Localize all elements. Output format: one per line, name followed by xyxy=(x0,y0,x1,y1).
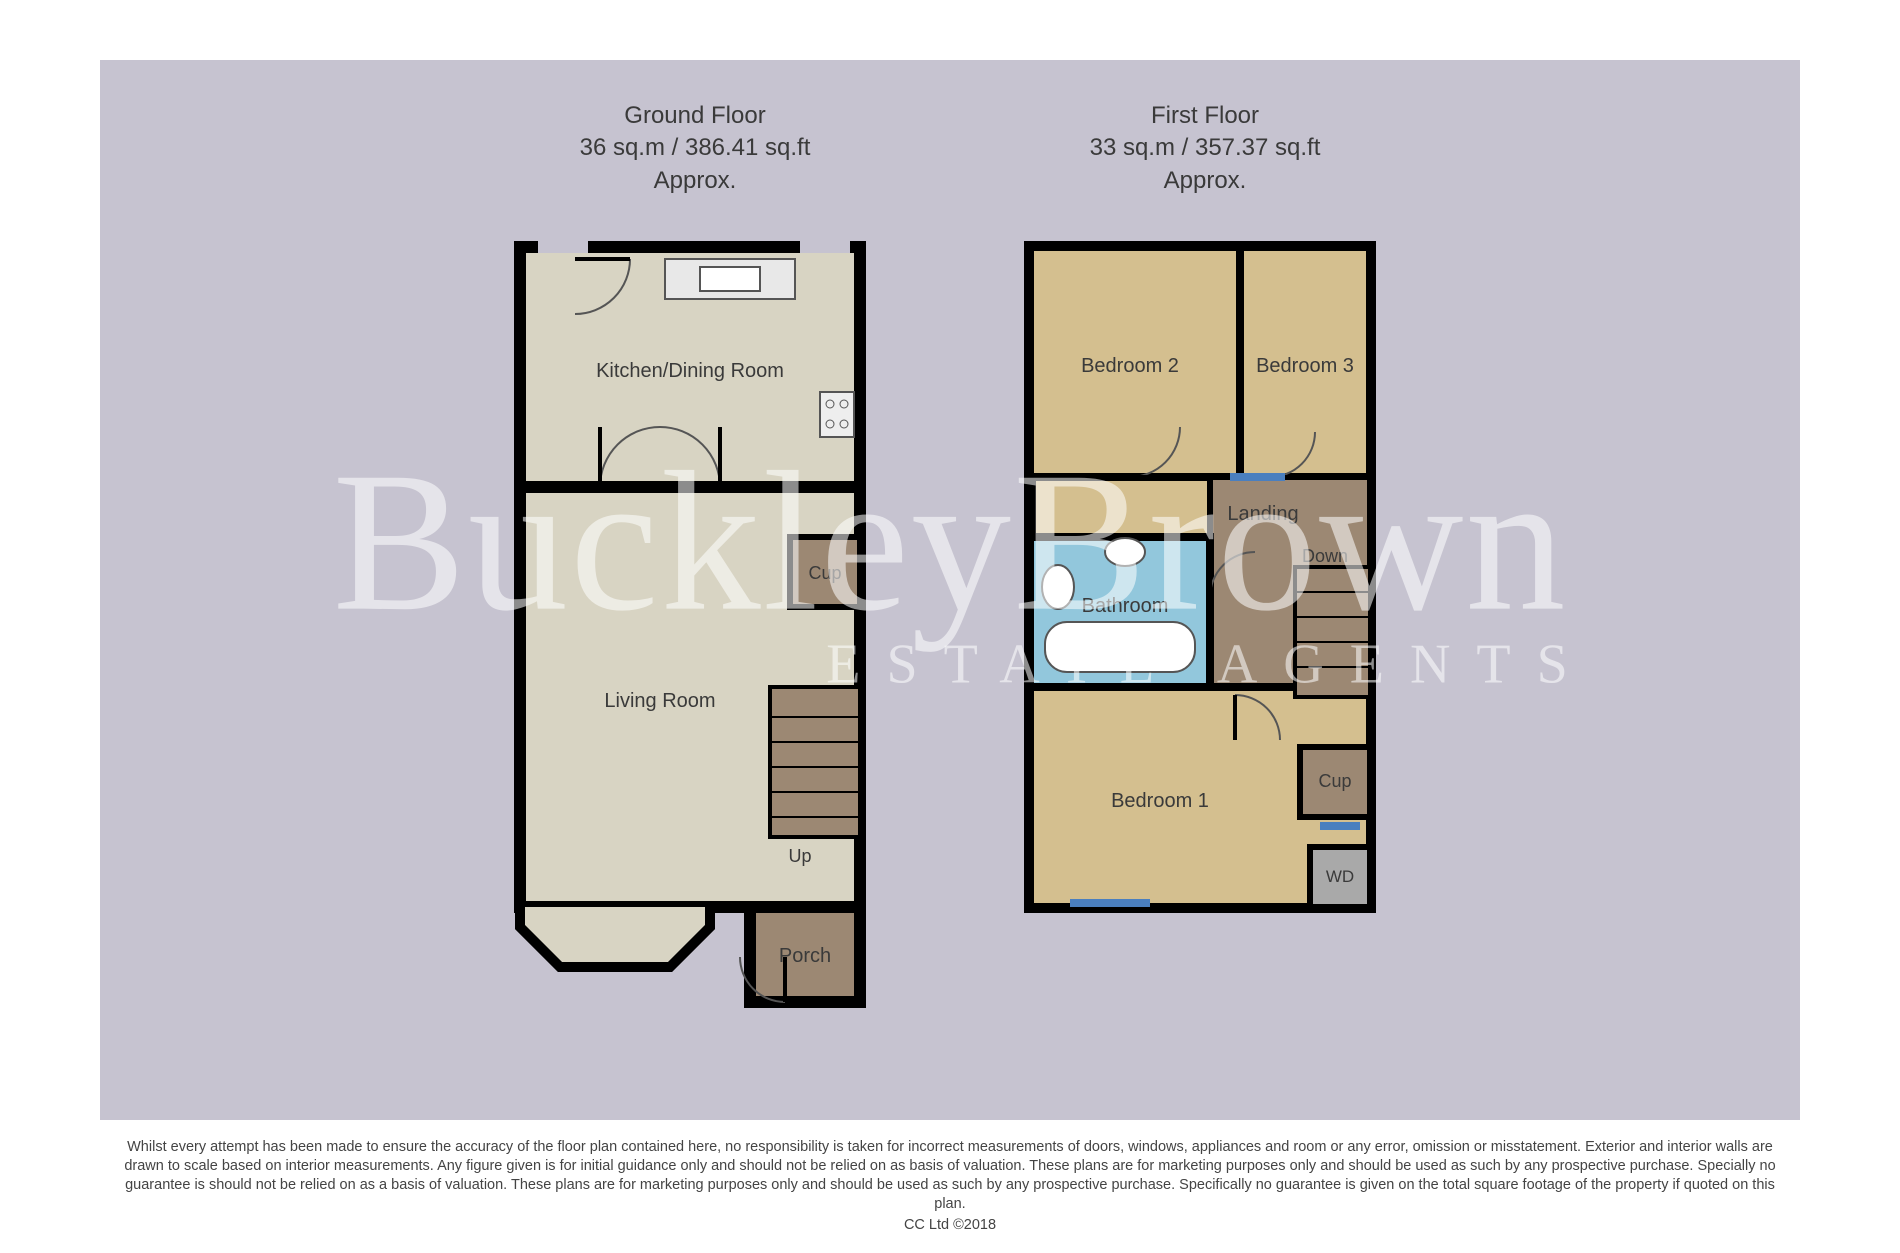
porch-label: Porch xyxy=(779,945,831,967)
ground-floor-column: Ground Floor 36 sq.m / 386.41 sq.ft Appr… xyxy=(500,100,890,1120)
watermark-main: BuckleyBrown xyxy=(100,443,1800,643)
copyright-text: CC Ltd ©2018 xyxy=(100,1217,1800,1233)
first-floor-title: First Floor xyxy=(1090,100,1321,132)
wd-label: WD xyxy=(1326,867,1354,886)
ground-floor-title: Ground Floor xyxy=(580,100,811,132)
bed1-label: Bedroom 1 xyxy=(1111,790,1209,812)
first-floor-area: 33 sq.m / 357.37 sq.ft xyxy=(1090,132,1321,164)
first-floor-plan: Bedroom 2 Bedroom 3 Landing Bathroom Dow… xyxy=(1010,227,1400,962)
bathroom-label: Bathroom xyxy=(1082,595,1169,617)
page: Ground Floor 36 sq.m / 386.41 sq.ft Appr… xyxy=(0,0,1900,1253)
up-label: Up xyxy=(788,846,811,866)
first-floor-svg: Bedroom 2 Bedroom 3 Landing Bathroom Dow… xyxy=(1010,227,1400,957)
ground-floor-svg: Kitchen/Dining Room Cup Living Room Up P… xyxy=(500,227,890,1017)
first-floor-header: First Floor 33 sq.m / 357.37 sq.ft Appro… xyxy=(1090,100,1321,197)
ground-floor-header: Ground Floor 36 sq.m / 386.41 sq.ft Appr… xyxy=(580,100,811,197)
ground-floor-area: 36 sq.m / 386.41 sq.ft xyxy=(580,132,811,164)
first-floor-approx: Approx. xyxy=(1090,165,1321,197)
cup-label: Cup xyxy=(808,563,841,583)
bed2-label: Bedroom 2 xyxy=(1081,355,1179,377)
watermark: BuckleyBrown ESTATE AGENTS xyxy=(100,443,1800,697)
ground-floor-plan: Kitchen/Dining Room Cup Living Room Up P… xyxy=(500,227,890,1022)
bed3-label: Bedroom 3 xyxy=(1256,355,1354,377)
floorplan-canvas: Ground Floor 36 sq.m / 386.41 sq.ft Appr… xyxy=(100,60,1800,1120)
cup2-label: Cup xyxy=(1318,771,1351,791)
living-label: Living Room xyxy=(604,690,715,712)
kitchen-label: Kitchen/Dining Room xyxy=(596,360,784,382)
watermark-sub: ESTATE AGENTS xyxy=(100,633,1800,697)
down-label: Down xyxy=(1302,546,1348,566)
landing-label: Landing xyxy=(1227,503,1298,525)
first-floor-column: First Floor 33 sq.m / 357.37 sq.ft Appro… xyxy=(1010,100,1400,1120)
ground-floor-approx: Approx. xyxy=(580,165,811,197)
disclaimer-text: Whilst every attempt has been made to en… xyxy=(110,1138,1790,1213)
